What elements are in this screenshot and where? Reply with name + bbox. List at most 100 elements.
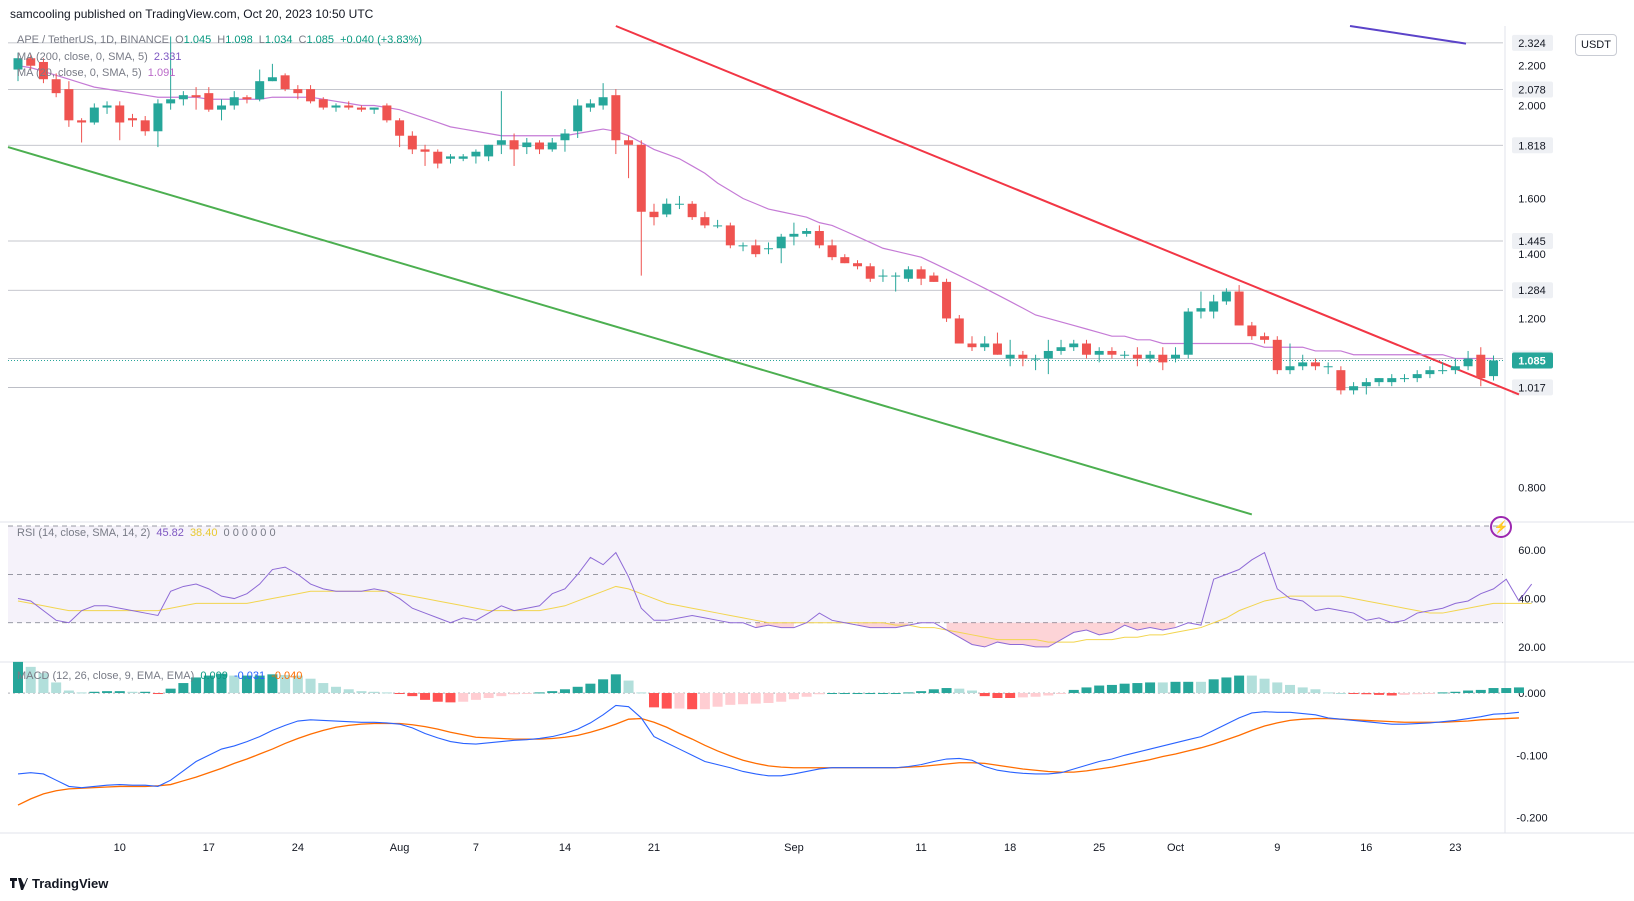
price-level-label: 1.445: [1518, 236, 1546, 248]
currency-button[interactable]: USDT: [1575, 34, 1617, 56]
macd-histogram-bar: [114, 691, 125, 694]
footer-brand[interactable]: TradingView: [10, 876, 108, 891]
candle-body: [1056, 347, 1066, 351]
macd-histogram-bar: [305, 678, 316, 694]
open-value: 1.045: [183, 34, 212, 46]
candle-body: [598, 97, 608, 106]
rsi-tick-label: 40.00: [1518, 594, 1546, 606]
candle-body: [560, 133, 570, 141]
candle-body: [140, 120, 150, 132]
macd-histogram-bar: [356, 691, 367, 694]
lightning-icon[interactable]: ⚡: [1490, 516, 1512, 538]
candle-body: [13, 58, 23, 70]
candle-body: [687, 203, 697, 218]
candle-body: [1069, 343, 1079, 348]
candle-body: [611, 95, 621, 141]
candle-body: [585, 103, 595, 108]
candle-body: [649, 211, 659, 218]
candle-body: [191, 95, 201, 98]
macd-histogram-bar: [1424, 693, 1435, 695]
x-axis-tick-label: Oct: [1167, 842, 1184, 854]
candle-body: [738, 245, 748, 247]
rsi-oversold-fill: [755, 622, 794, 628]
ma20-line: [17, 65, 1494, 360]
macd-histogram-bar: [140, 691, 151, 694]
candle-body: [229, 97, 239, 106]
candle-body: [624, 140, 634, 145]
macd-histogram-bar: [1412, 693, 1423, 695]
last-price-label: 1.085: [1518, 355, 1546, 367]
candle-body: [1412, 374, 1422, 379]
macd-histogram-bar: [394, 693, 405, 695]
macd-histogram-bar: [496, 693, 507, 697]
macd-histogram-bar: [1208, 679, 1219, 694]
macd-histogram-bar: [636, 692, 647, 694]
rsi-extra-value: 0: [251, 527, 258, 539]
macd-histogram-bar: [916, 691, 927, 694]
candle-body: [1107, 350, 1117, 355]
candle-body: [776, 236, 786, 249]
open-label: O: [175, 34, 184, 46]
candle-body: [878, 275, 888, 277]
macd-histogram-bar: [1310, 689, 1321, 694]
candle-body: [535, 142, 545, 150]
macd-histogram-bar: [127, 691, 138, 694]
candle-body: [1463, 358, 1473, 367]
price-level-label: 2.324: [1518, 38, 1546, 50]
macd-histogram-bar: [1132, 683, 1143, 694]
brand-name: TradingView: [32, 876, 109, 891]
macd-histogram-bar: [216, 673, 227, 694]
macd-label: MACD (12, 26, close, 9, EMA, EMA): [17, 670, 195, 682]
candle-body: [1145, 354, 1155, 359]
x-axis-tick-label: 9: [1274, 842, 1280, 854]
macd-histogram-bar: [521, 693, 532, 695]
symbol-legend: APE / TetherUS, 1D, BINANCE O1.045 H1.09…: [17, 34, 422, 46]
macd-hist-value: 0.009: [200, 670, 228, 682]
price-level-label: 1.818: [1518, 140, 1546, 152]
macd-histogram-bar: [13, 661, 23, 694]
macd-histogram-bar: [827, 693, 838, 695]
candle-body: [1120, 354, 1130, 356]
macd-histogram-bar: [432, 693, 443, 702]
candle-body: [865, 266, 875, 279]
candle-body: [725, 225, 735, 246]
macd-histogram-bar: [1170, 681, 1181, 694]
price-tick-label: 0.800: [1518, 482, 1546, 494]
macd-histogram-bar: [1195, 681, 1206, 694]
macd-histogram-bar: [178, 683, 189, 694]
macd-histogram-bar: [1056, 693, 1067, 695]
macd-histogram-bar: [1183, 681, 1194, 694]
macd-histogram-bar: [89, 691, 100, 694]
macd-histogram-bar: [280, 674, 291, 694]
rsi-extra-value: 0: [232, 527, 239, 539]
price-tick-label: 2.000: [1518, 100, 1546, 112]
candle-body: [954, 318, 964, 344]
price-tick-label: 1.600: [1518, 194, 1546, 206]
x-axis-tick-label: 25: [1093, 842, 1105, 854]
candle-body: [1336, 370, 1346, 391]
candle-body: [1132, 354, 1142, 359]
candle-body: [802, 231, 812, 234]
low-label: L: [258, 34, 265, 46]
rsi-extra-value: 0: [223, 527, 230, 539]
candle-body: [789, 233, 799, 237]
macd-histogram-bar: [102, 691, 113, 694]
macd-histogram-bar: [598, 679, 609, 694]
x-axis-tick-label: 7: [473, 842, 479, 854]
macd-histogram-bar: [331, 686, 341, 694]
macd-histogram-bar: [992, 693, 1003, 698]
ma20-value: 1.091: [147, 67, 176, 79]
macd-signal-line: [17, 717, 1519, 806]
macd-histogram-bar: [534, 692, 545, 694]
candle-body: [318, 99, 328, 108]
candle-body: [1221, 291, 1231, 302]
candle-body: [102, 105, 112, 108]
candle-body: [356, 107, 366, 110]
macd-histogram-bar: [267, 674, 278, 694]
macd-histogram-bar: [38, 673, 49, 694]
price-tick-label: 2.200: [1518, 61, 1546, 73]
candle-body: [89, 107, 99, 123]
x-axis-tick-label: Sep: [784, 842, 804, 854]
candle-body: [827, 245, 837, 258]
